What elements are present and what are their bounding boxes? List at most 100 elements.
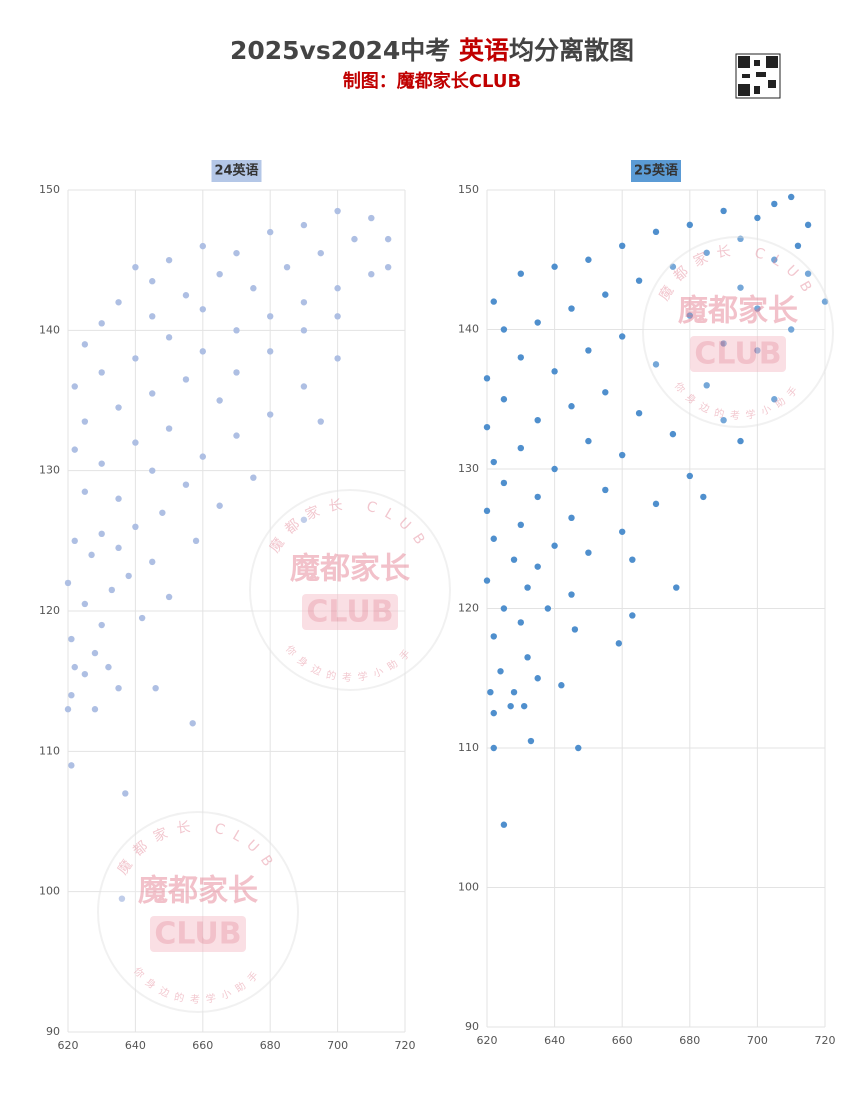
y-tick-label: 90: [465, 1020, 479, 1033]
scatter-point: [122, 790, 129, 797]
x-tick-label: 620: [58, 1039, 79, 1052]
scatter-point: [575, 744, 582, 752]
scatter-point: [804, 221, 812, 229]
scatter-point: [115, 684, 122, 692]
scatter-point: [71, 446, 78, 453]
scatter-point: [602, 291, 609, 298]
scatter-point: [368, 271, 375, 278]
scatter-point: [267, 348, 274, 355]
scatter-point: [98, 530, 105, 538]
scatter-point: [149, 558, 156, 566]
scatter-point: [105, 663, 112, 671]
scatter-point: [81, 418, 89, 425]
scatter-point: [686, 472, 693, 480]
scatter-point: [629, 612, 636, 619]
scatter-point: [686, 221, 693, 229]
scatter-point: [334, 355, 341, 362]
y-tick-label: 130: [458, 462, 479, 475]
y-tick-label: 120: [39, 604, 60, 617]
scatter-point: [115, 544, 122, 552]
scatter-point: [490, 298, 497, 305]
watermark-club: CLUB: [306, 595, 393, 630]
scatter-point: [115, 299, 122, 306]
scatter-point: [720, 207, 727, 215]
scatter-point: [368, 214, 375, 222]
scatter-point: [88, 551, 95, 559]
x-tick-label: 680: [260, 1039, 281, 1052]
scatter-point: [517, 521, 524, 528]
scatter-point: [250, 474, 257, 481]
scatter-point: [351, 235, 358, 243]
scatter-point: [497, 668, 504, 675]
scatter-point: [68, 762, 75, 769]
x-tick-label: 620: [477, 1034, 498, 1047]
chart-title-box: [211, 160, 262, 182]
scatter-point: [568, 403, 575, 410]
scatter-point: [507, 702, 514, 710]
scatter-point: [490, 744, 497, 752]
scatter-point: [384, 235, 392, 243]
scatter-point: [615, 640, 623, 647]
scatter-point: [68, 635, 75, 643]
x-tick-label: 660: [192, 1039, 213, 1052]
scatter-point: [585, 347, 592, 354]
scatter-point: [619, 242, 626, 249]
y-tick-label: 110: [39, 744, 60, 757]
scatter-point: [216, 397, 223, 404]
watermark-name: 魔都家长: [678, 294, 798, 329]
scatter-point: [149, 278, 156, 285]
scatter-point: [602, 389, 609, 396]
scatter-point: [300, 327, 308, 334]
scatter-point: [500, 326, 508, 333]
scatter-point: [629, 556, 636, 563]
scatter-point: [267, 228, 274, 236]
chart-title: 24英语: [214, 163, 258, 179]
scatter-point: [619, 333, 626, 340]
scatter-point: [652, 500, 660, 508]
scatter-point: [233, 327, 240, 334]
scatter-point: [384, 263, 392, 271]
scatter-chart: 90 100 110 120 130 140 150 620 640 660 680 700 720 25…: [458, 160, 836, 1047]
scatter-point: [544, 605, 552, 612]
scatter-point: [125, 572, 132, 580]
scatter-point: [490, 633, 497, 640]
scatter-point: [189, 720, 196, 727]
scatter-point: [568, 305, 575, 312]
y-tick-label: 90: [46, 1025, 60, 1038]
scatter-chart: 90 100 110 120 130 140 150 620 640 660 680 700 720 24…: [39, 160, 416, 1052]
scatter-point: [317, 249, 324, 257]
scatter-point: [233, 369, 240, 376]
scatter-point: [524, 584, 531, 591]
scatter-point: [558, 682, 565, 689]
scatter-point: [490, 709, 497, 717]
scatter-point: [788, 193, 795, 201]
scatter-point: [527, 737, 535, 745]
scatter-point: [182, 292, 190, 299]
scatter-point: [71, 663, 78, 671]
scatter-point: [64, 579, 72, 587]
scatter-point: [334, 285, 341, 292]
watermark-club-box: [302, 594, 398, 630]
scatter-point: [517, 619, 524, 626]
scatter-point: [568, 591, 575, 598]
scatter-point: [334, 207, 341, 215]
scatter-point: [804, 270, 812, 277]
scatter-point: [585, 437, 592, 445]
chart-title: 25英语: [634, 163, 678, 179]
scatter-point: [490, 535, 497, 542]
scatter-point: [500, 821, 508, 828]
x-tick-label: 640: [125, 1039, 146, 1052]
scatter-point: [568, 514, 575, 522]
scatter-point: [517, 354, 524, 361]
scatter-point: [635, 410, 643, 417]
scatter-point: [149, 467, 156, 474]
scatter-point: [132, 523, 139, 530]
scatter-point: [483, 423, 491, 431]
y-tick-label: 140: [458, 323, 479, 336]
scatter-point: [165, 593, 173, 601]
